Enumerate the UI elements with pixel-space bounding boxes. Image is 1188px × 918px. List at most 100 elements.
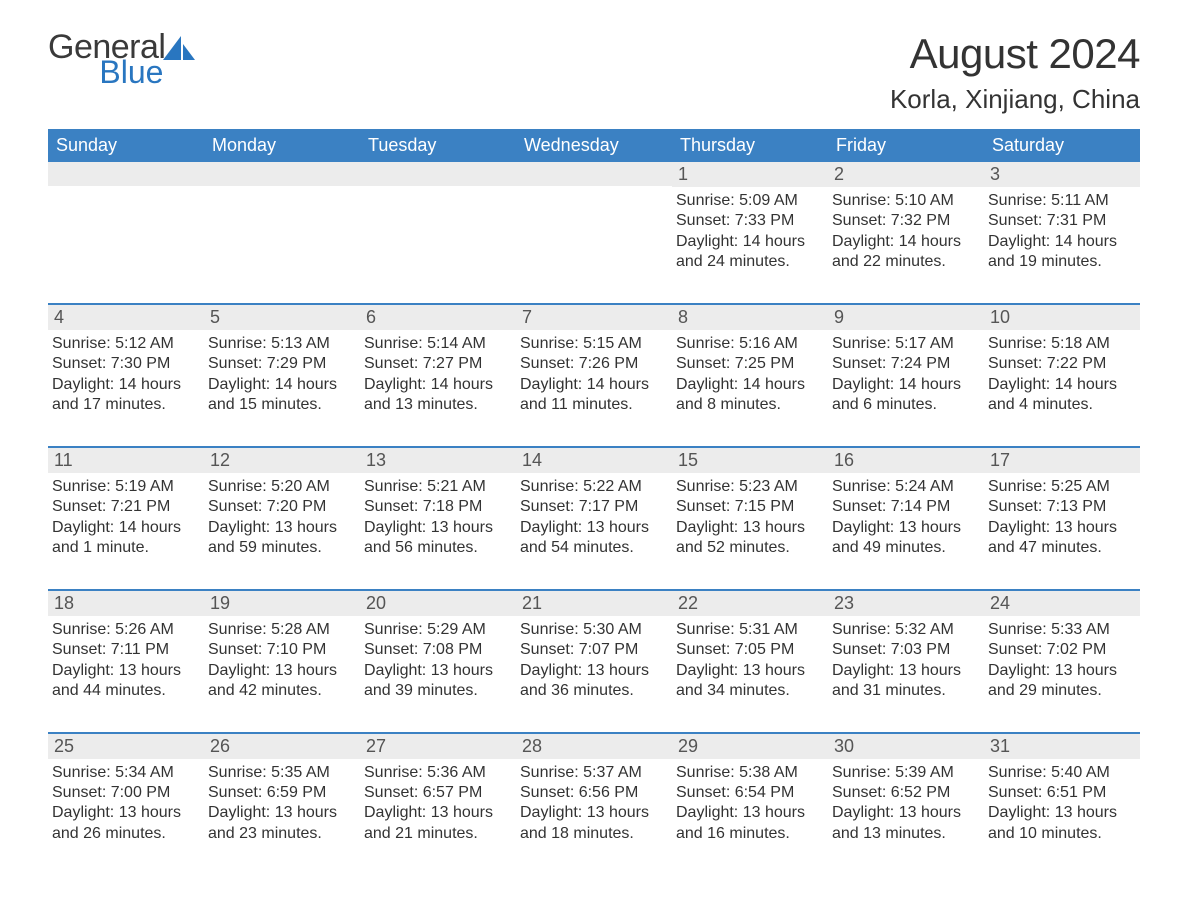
- sunrise-line: Sunrise: 5:36 AM: [364, 763, 512, 783]
- weekday-header: Thursday: [672, 129, 828, 162]
- day-body: Sunrise: 5:32 AMSunset: 7:03 PMDaylight:…: [828, 616, 984, 702]
- daylight-line: Daylight: 14 hours and 8 minutes.: [676, 375, 824, 416]
- week-row: 25Sunrise: 5:34 AMSunset: 7:00 PMDayligh…: [48, 732, 1140, 875]
- sunrise-line: Sunrise: 5:24 AM: [832, 477, 980, 497]
- sunrise-line: Sunrise: 5:22 AM: [520, 477, 668, 497]
- sunrise-line: Sunrise: 5:34 AM: [52, 763, 200, 783]
- day-body: Sunrise: 5:28 AMSunset: 7:10 PMDaylight:…: [204, 616, 360, 702]
- daylight-line: Daylight: 14 hours and 15 minutes.: [208, 375, 356, 416]
- day-body: Sunrise: 5:20 AMSunset: 7:20 PMDaylight:…: [204, 473, 360, 559]
- day-cell: 25Sunrise: 5:34 AMSunset: 7:00 PMDayligh…: [48, 734, 204, 875]
- day-number: [48, 162, 204, 186]
- day-cell: [360, 162, 516, 303]
- sunrise-line: Sunrise: 5:15 AM: [520, 334, 668, 354]
- sunset-line: Sunset: 7:29 PM: [208, 354, 356, 374]
- day-number: 4: [48, 305, 204, 330]
- day-body: Sunrise: 5:16 AMSunset: 7:25 PMDaylight:…: [672, 330, 828, 416]
- sunrise-line: Sunrise: 5:30 AM: [520, 620, 668, 640]
- day-cell: 4Sunrise: 5:12 AMSunset: 7:30 PMDaylight…: [48, 305, 204, 446]
- daylight-line: Daylight: 14 hours and 11 minutes.: [520, 375, 668, 416]
- sunrise-line: Sunrise: 5:32 AM: [832, 620, 980, 640]
- daylight-line: Daylight: 13 hours and 49 minutes.: [832, 518, 980, 559]
- sunset-line: Sunset: 7:00 PM: [52, 783, 200, 803]
- sunrise-line: Sunrise: 5:28 AM: [208, 620, 356, 640]
- day-cell: 27Sunrise: 5:36 AMSunset: 6:57 PMDayligh…: [360, 734, 516, 875]
- sunset-line: Sunset: 7:08 PM: [364, 640, 512, 660]
- location-subtitle: Korla, Xinjiang, China: [890, 84, 1140, 115]
- sunrise-line: Sunrise: 5:33 AM: [988, 620, 1136, 640]
- sunset-line: Sunset: 7:05 PM: [676, 640, 824, 660]
- day-cell: 17Sunrise: 5:25 AMSunset: 7:13 PMDayligh…: [984, 448, 1140, 589]
- day-body: Sunrise: 5:38 AMSunset: 6:54 PMDaylight:…: [672, 759, 828, 845]
- day-body: Sunrise: 5:21 AMSunset: 7:18 PMDaylight:…: [360, 473, 516, 559]
- daylight-line: Daylight: 13 hours and 56 minutes.: [364, 518, 512, 559]
- daylight-line: Daylight: 13 hours and 54 minutes.: [520, 518, 668, 559]
- day-number: 6: [360, 305, 516, 330]
- sunrise-line: Sunrise: 5:40 AM: [988, 763, 1136, 783]
- daylight-line: Daylight: 13 hours and 59 minutes.: [208, 518, 356, 559]
- day-cell: 6Sunrise: 5:14 AMSunset: 7:27 PMDaylight…: [360, 305, 516, 446]
- weekday-header: Sunday: [48, 129, 204, 162]
- weekday-header-row: SundayMondayTuesdayWednesdayThursdayFrid…: [48, 129, 1140, 162]
- day-body: Sunrise: 5:18 AMSunset: 7:22 PMDaylight:…: [984, 330, 1140, 416]
- day-body: Sunrise: 5:15 AMSunset: 7:26 PMDaylight:…: [516, 330, 672, 416]
- sunrise-line: Sunrise: 5:19 AM: [52, 477, 200, 497]
- day-body: Sunrise: 5:36 AMSunset: 6:57 PMDaylight:…: [360, 759, 516, 845]
- sunset-line: Sunset: 7:33 PM: [676, 211, 824, 231]
- sunset-line: Sunset: 7:14 PM: [832, 497, 980, 517]
- day-body: Sunrise: 5:40 AMSunset: 6:51 PMDaylight:…: [984, 759, 1140, 845]
- header: General Blue August 2024 Korla, Xinjiang…: [48, 30, 1140, 125]
- day-number: 3: [984, 162, 1140, 187]
- day-cell: 24Sunrise: 5:33 AMSunset: 7:02 PMDayligh…: [984, 591, 1140, 732]
- daylight-line: Daylight: 13 hours and 16 minutes.: [676, 803, 824, 844]
- sunset-line: Sunset: 7:25 PM: [676, 354, 824, 374]
- sunrise-line: Sunrise: 5:38 AM: [676, 763, 824, 783]
- day-body: Sunrise: 5:23 AMSunset: 7:15 PMDaylight:…: [672, 473, 828, 559]
- day-body: Sunrise: 5:19 AMSunset: 7:21 PMDaylight:…: [48, 473, 204, 559]
- day-cell: 26Sunrise: 5:35 AMSunset: 6:59 PMDayligh…: [204, 734, 360, 875]
- day-number: 26: [204, 734, 360, 759]
- day-number: 28: [516, 734, 672, 759]
- sunset-line: Sunset: 6:59 PM: [208, 783, 356, 803]
- sunrise-line: Sunrise: 5:39 AM: [832, 763, 980, 783]
- day-number: 21: [516, 591, 672, 616]
- sail-icon: [163, 36, 195, 64]
- day-body: Sunrise: 5:11 AMSunset: 7:31 PMDaylight:…: [984, 187, 1140, 273]
- day-cell: 11Sunrise: 5:19 AMSunset: 7:21 PMDayligh…: [48, 448, 204, 589]
- sunrise-line: Sunrise: 5:16 AM: [676, 334, 824, 354]
- day-cell: 3Sunrise: 5:11 AMSunset: 7:31 PMDaylight…: [984, 162, 1140, 303]
- daylight-line: Daylight: 13 hours and 36 minutes.: [520, 661, 668, 702]
- weekday-header: Monday: [204, 129, 360, 162]
- day-cell: 28Sunrise: 5:37 AMSunset: 6:56 PMDayligh…: [516, 734, 672, 875]
- day-number: 10: [984, 305, 1140, 330]
- daylight-line: Daylight: 13 hours and 31 minutes.: [832, 661, 980, 702]
- day-number: 12: [204, 448, 360, 473]
- day-number: 2: [828, 162, 984, 187]
- day-number: 23: [828, 591, 984, 616]
- day-number: [204, 162, 360, 186]
- sunset-line: Sunset: 7:22 PM: [988, 354, 1136, 374]
- sunrise-line: Sunrise: 5:18 AM: [988, 334, 1136, 354]
- day-number: 8: [672, 305, 828, 330]
- day-body: Sunrise: 5:14 AMSunset: 7:27 PMDaylight:…: [360, 330, 516, 416]
- day-number: 9: [828, 305, 984, 330]
- day-cell: 13Sunrise: 5:21 AMSunset: 7:18 PMDayligh…: [360, 448, 516, 589]
- sunrise-line: Sunrise: 5:14 AM: [364, 334, 512, 354]
- day-body: Sunrise: 5:31 AMSunset: 7:05 PMDaylight:…: [672, 616, 828, 702]
- daylight-line: Daylight: 13 hours and 44 minutes.: [52, 661, 200, 702]
- sunset-line: Sunset: 7:24 PM: [832, 354, 980, 374]
- day-cell: 2Sunrise: 5:10 AMSunset: 7:32 PMDaylight…: [828, 162, 984, 303]
- day-cell: 18Sunrise: 5:26 AMSunset: 7:11 PMDayligh…: [48, 591, 204, 732]
- day-body: Sunrise: 5:24 AMSunset: 7:14 PMDaylight:…: [828, 473, 984, 559]
- sunset-line: Sunset: 6:52 PM: [832, 783, 980, 803]
- sunrise-line: Sunrise: 5:11 AM: [988, 191, 1136, 211]
- sunrise-line: Sunrise: 5:31 AM: [676, 620, 824, 640]
- sunrise-line: Sunrise: 5:17 AM: [832, 334, 980, 354]
- day-number: 29: [672, 734, 828, 759]
- weekday-header: Tuesday: [360, 129, 516, 162]
- day-number: [516, 162, 672, 186]
- day-cell: 7Sunrise: 5:15 AMSunset: 7:26 PMDaylight…: [516, 305, 672, 446]
- sunset-line: Sunset: 7:26 PM: [520, 354, 668, 374]
- sunset-line: Sunset: 7:10 PM: [208, 640, 356, 660]
- calendar: SundayMondayTuesdayWednesdayThursdayFrid…: [48, 129, 1140, 874]
